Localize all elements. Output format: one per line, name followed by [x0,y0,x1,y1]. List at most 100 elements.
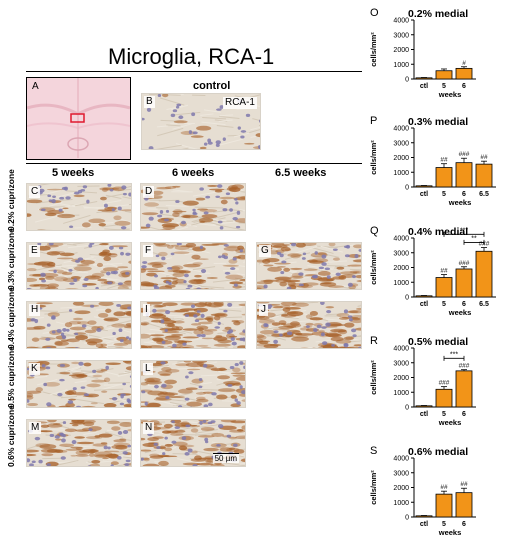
significance-marker: ## [480,154,488,161]
bar-6 [455,268,473,298]
y-axis-label: cells/mm² [369,470,378,505]
chart-p: P 0.3% medial 0 1000 2000 3000 4000 cells/mm² ct… [369,115,496,207]
chart-q: Q 0.4% medial 0 1000 2000 3000 4000 cells/mm² ct… [369,225,496,317]
chart-title: 0.5% medial [408,336,468,348]
chart-title: 0.6% medial [408,446,468,458]
y-tick-label: 1000 [393,390,409,397]
x-tick-label: 5 [442,83,446,90]
y-tick-label: 2000 [393,485,409,492]
panel-label-l: L [143,363,153,375]
bar-ctl [415,405,433,408]
chart-title: 0.4% medial [408,226,468,238]
brain-overview-image [27,78,130,159]
significance-marker: # [462,60,466,67]
x-tick-label: 6 [462,191,466,198]
significance-marker: ### [459,260,470,267]
bar-5 [435,277,453,298]
y-tick-label: 2000 [393,155,409,162]
y-tick-label: 0 [405,405,409,412]
y-tick-label: 4000 [393,456,409,463]
x-axis-label: weeks [448,198,472,207]
bar-6 [455,492,473,518]
panel-label-e: E [29,245,40,257]
y-tick-label: 3000 [393,32,409,39]
x-tick-label: 5 [442,191,446,198]
y-tick-label: 0 [405,295,409,302]
panel-label-f: F [143,245,154,257]
significance-marker: ## [440,157,448,164]
panel-label-j: J [259,304,268,316]
y-tick-label: 2000 [393,47,409,54]
bar-ctl [415,515,433,518]
y-tick-label: 2000 [393,375,409,382]
chart-o: O 0.2% medial 0 1000 2000 3000 4000 cells/mm² ct… [369,7,476,99]
y-tick-label: 4000 [393,236,409,243]
chart-title: 0.2% medial [408,8,468,20]
y-tick-label: 1000 [393,170,409,177]
significance-marker: ## [440,484,448,491]
panel-d-micrograph: D [140,183,246,231]
panel-k-micrograph: K [26,360,132,408]
bar-6.5 [475,250,493,298]
y-tick-label: 1000 [393,280,409,287]
chart-r: R 0.5% medial 0 1000 2000 3000 4000 cells/mm² ct… [369,335,476,427]
x-tick-label: 6 [462,411,466,418]
x-tick-label: ctl [420,411,428,418]
y-tick-label: 0 [405,185,409,192]
y-tick-label: 3000 [393,250,409,257]
bar-6 [455,370,473,408]
column-header-5-weeks: 5 weeks [52,167,95,179]
panel-label-c: C [29,186,41,198]
x-tick-label: 6 [462,83,466,90]
x-tick-label: 5 [442,301,446,308]
significance-marker: ### [439,380,450,387]
x-tick-label: ctl [420,191,428,198]
x-tick-label: 6 [462,301,466,308]
significance-marker: ### [459,151,470,158]
bar-ctl [415,77,433,80]
panel-label-a: A [32,81,39,92]
panel-m-micrograph: M [26,419,132,467]
y-tick-label: 0 [405,515,409,522]
bar-ctl [415,185,433,188]
panel-label-g: G [259,245,271,257]
x-axis-label: weeks [438,418,462,427]
y-axis-label: cells/mm² [369,250,378,285]
row-label-2: 0.3% cuprizone [6,228,16,290]
row-label-1: 0.2% cuprizone [6,169,16,231]
row-label-5: 0.6% cuprizone [6,405,16,467]
y-tick-label: 4000 [393,126,409,133]
y-tick-label: 4000 [393,346,409,353]
panel-b-control: B RCA-1 [141,93,261,150]
x-tick-label: ctl [420,301,428,308]
control-label: control [193,80,231,92]
y-tick-label: 3000 [393,140,409,147]
bar-5 [435,70,453,80]
bar-6 [455,162,473,188]
y-axis-label: cells/mm² [369,32,378,67]
chart-s: S 0.6% medial 0 1000 2000 3000 4000 cells/mm² ct… [369,445,476,537]
bar-5 [435,493,453,518]
bar-5 [435,167,453,188]
y-tick-label: 1000 [393,62,409,69]
panel-label-i: I [143,304,150,316]
y-tick-label: 2000 [393,265,409,272]
panel-a-overview: A [26,77,131,160]
panel-h-micrograph: H [26,301,132,349]
panel-label-k: K [29,363,40,375]
bar-6 [455,67,473,80]
row-label-4: 0.5% cuprizone [6,346,16,408]
column-header-6-5-weeks: 6.5 weeks [275,167,327,179]
bracket-label: *** [450,351,458,358]
panel-letter-o: O [370,7,379,19]
panel-label-h: H [29,304,41,316]
panel-letter-q: Q [370,225,379,237]
y-axis-label: cells/mm² [369,360,378,395]
panel-label-n: N [143,422,155,434]
y-tick-label: 4000 [393,18,409,25]
column-header-6-weeks: 6 weeks [172,167,215,179]
panel-letter-r: R [370,335,378,347]
panel-l-micrograph: L [140,360,246,408]
x-tick-label: 6.5 [479,301,489,308]
significance-marker: ### [459,363,470,370]
